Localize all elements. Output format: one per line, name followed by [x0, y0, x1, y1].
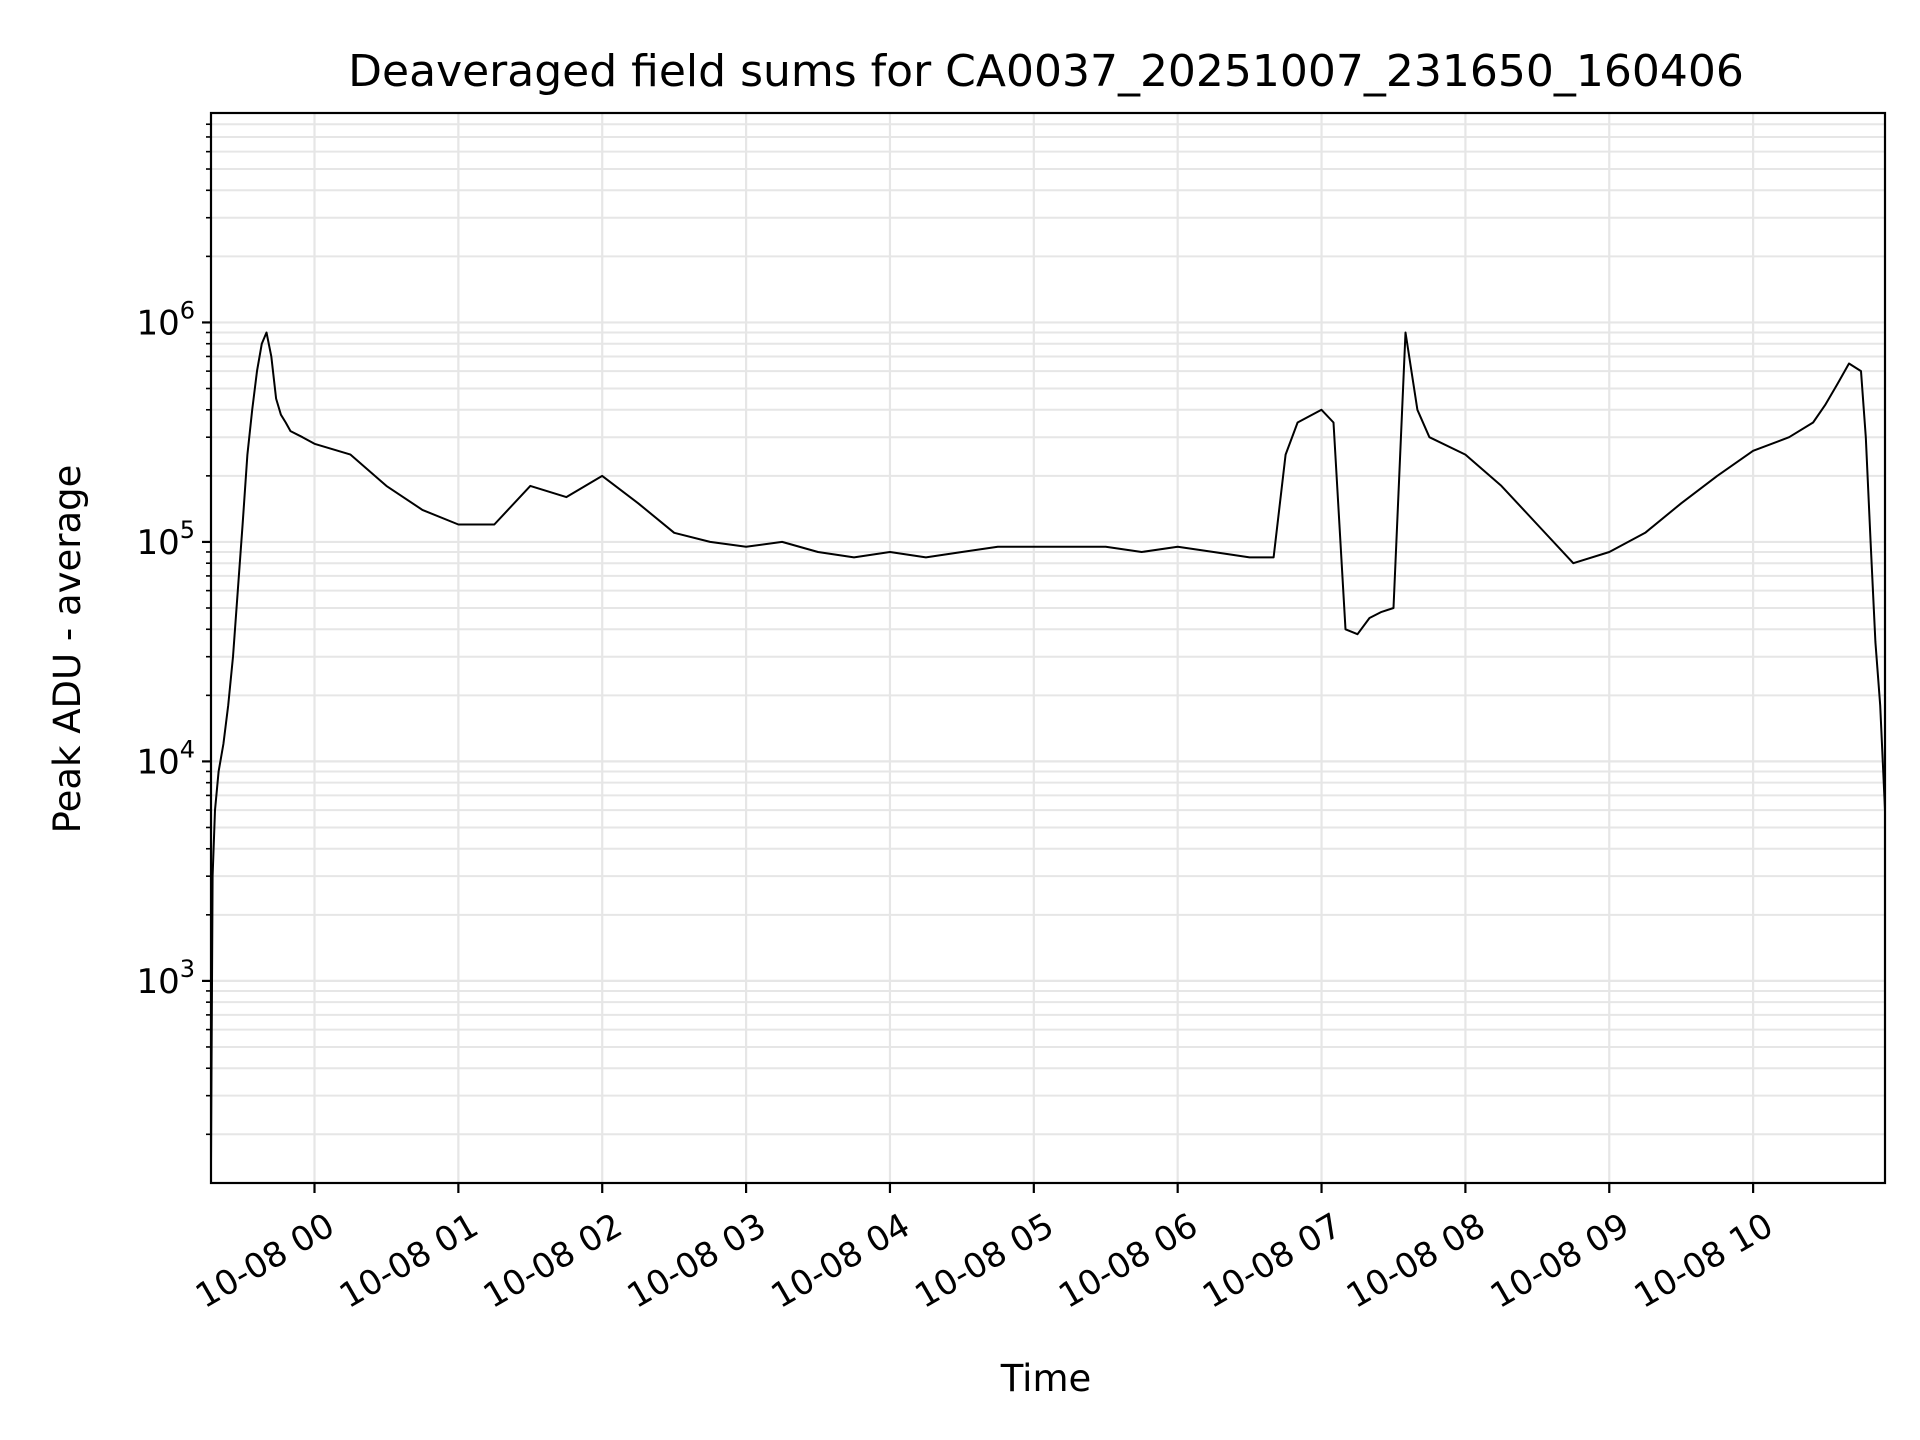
chart-title: Deaveraged field sums for CA0037_2025100…	[348, 46, 1744, 97]
x-tick-label: 10-08 07	[1196, 1206, 1348, 1317]
series-line	[210, 331, 1886, 1162]
y-tick-label: 103	[136, 955, 195, 1002]
x-tick-label: 10-08 03	[621, 1206, 773, 1317]
series-layer	[210, 331, 1886, 1162]
x-tick-label: 10-08 01	[333, 1206, 485, 1317]
y-tick-label: 106	[136, 296, 195, 343]
x-tick-label: 10-08 06	[1052, 1206, 1204, 1317]
x-tick-label: 10-08 08	[1340, 1206, 1492, 1317]
y-axis: 103 104 105 106	[136, 123, 211, 1136]
grid	[211, 113, 1885, 1183]
plot-frame	[209, 111, 1887, 1185]
x-tick-label: 10-08 00	[189, 1206, 341, 1317]
y-axis-label: Peak ADU - average	[46, 465, 89, 834]
x-axis-label: Time	[1000, 1357, 1092, 1400]
x-tick-label: 10-08 05	[908, 1206, 1060, 1317]
x-tick-label: 10-08 10	[1628, 1206, 1780, 1317]
x-tick-label: 10-08 09	[1484, 1206, 1636, 1317]
x-tick-label: 10-08 04	[764, 1206, 916, 1317]
x-tick-label: 10-08 02	[477, 1206, 629, 1317]
y-tick-label: 105	[136, 516, 195, 563]
y-tick-label: 104	[136, 735, 195, 782]
